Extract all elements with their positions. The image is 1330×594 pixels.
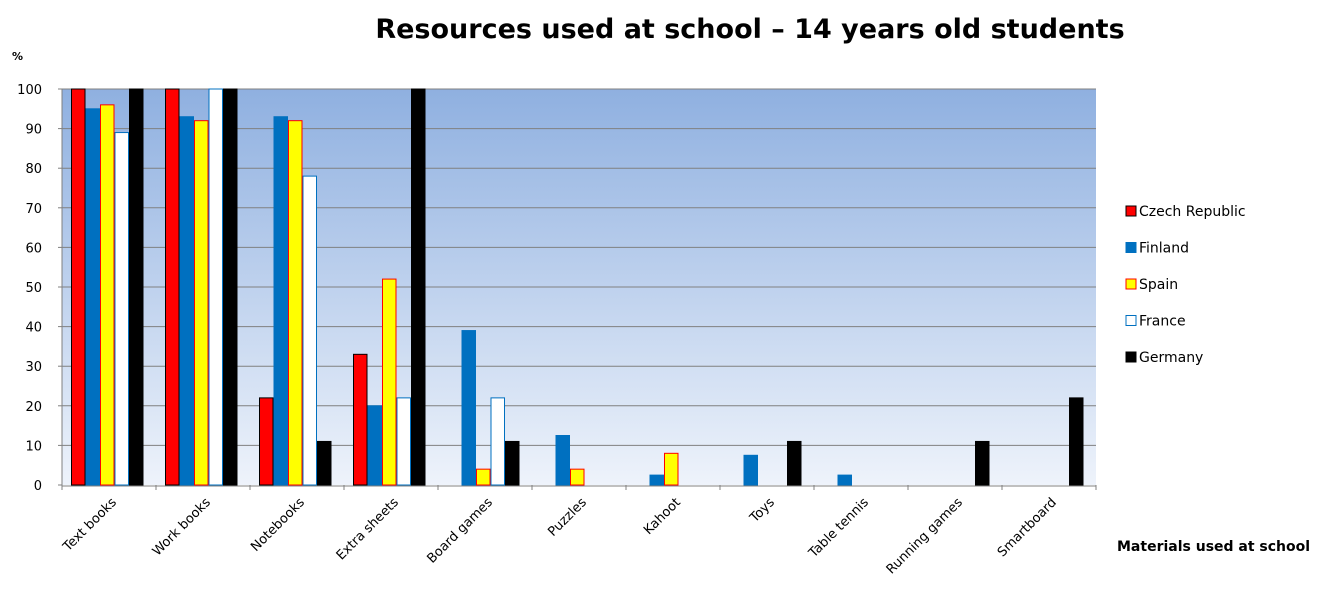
bar-finland-8 [837,474,852,486]
bars [71,88,1084,486]
y-tick-label: 40 [25,321,42,336]
bar-france-1 [208,88,223,486]
x-axis-label: Materials used at school [1117,539,1310,555]
bar-france-3 [396,397,411,486]
bar-germany-10 [1069,397,1084,486]
legend-label: Finland [1139,241,1189,257]
y-axis-label: % [12,50,23,63]
bar-spain-3 [382,278,397,486]
x-category-label: Toys [747,495,778,526]
bar-czech-republic-2 [259,397,274,486]
legend-label: Czech Republic [1139,204,1246,220]
chart-title: Resources used at school – 14 years old … [375,14,1124,45]
x-category-label: Notebooks [248,495,308,555]
legend-label: France [1139,314,1186,330]
y-tick-label: 70 [25,202,42,217]
bar-czech-republic-0 [71,88,86,486]
x-category-label: Running games [884,495,966,577]
x-category-label: Text books [60,495,120,555]
y-tick-label: 50 [25,281,42,296]
bar-spain-6 [664,452,679,486]
bar-spain-1 [194,120,209,486]
x-category-label: Table tennis [806,495,872,561]
bar-finland-2 [273,116,288,486]
bar-germany-3 [411,88,426,486]
legend-label: Spain [1139,277,1178,293]
bar-finland-7 [743,454,758,486]
legend-swatch [1125,351,1137,363]
legend-label: Germany [1139,350,1203,366]
bar-germany-9 [975,440,990,486]
x-category-label: Smartboard [995,495,1060,560]
y-tick-label: 10 [25,439,42,454]
bar-finland-6 [649,474,664,486]
bar-france-4 [490,397,505,486]
y-tick-label: 80 [25,162,42,177]
bar-czech-republic-3 [353,353,368,486]
bar-spain-5 [570,468,585,486]
bar-finland-3 [367,405,382,486]
legend: Czech Republic Finland Spain France Germany [1125,204,1246,366]
x-category-label: Work books [150,495,214,559]
bar-france-2 [302,175,317,486]
y-tick-label: 90 [25,123,42,138]
axes [61,89,1096,487]
legend-swatch [1125,205,1137,217]
bar-spain-2 [288,120,303,486]
bar-germany-1 [223,88,238,486]
y-tick-label: 20 [25,400,42,415]
bar-finland-5 [555,435,570,486]
legend-swatch [1125,278,1137,290]
x-category-label: Kahoot [641,495,684,538]
bar-finland-4 [461,330,476,486]
x-category-label: Board games [424,495,496,567]
bar-germany-2 [317,440,332,486]
y-tick-label: 100 [17,83,42,98]
bar-finland-0 [85,108,100,486]
x-category-labels: Text books Work books Notebooks Extra sheet… [60,495,1060,577]
bar-spain-0 [100,104,115,486]
bar-france-0 [114,132,129,486]
y-tick-label: 30 [25,360,42,375]
y-tick-label: 60 [25,241,42,256]
legend-swatch [1125,315,1137,326]
bar-finland-1 [179,116,194,486]
bar-czech-republic-1 [165,88,180,486]
bar-germany-0 [129,88,144,486]
legend-swatch [1125,242,1137,253]
y-tick-labels: 0 10 20 30 40 50 60 70 80 90 100 [17,83,42,494]
bar-germany-4 [505,440,520,486]
x-category-label: Extra sheets [334,495,402,563]
x-category-label: Puzzles [545,495,590,540]
bar-spain-4 [476,468,491,486]
y-tick-label: 0 [34,479,42,494]
bar-germany-7 [787,440,802,486]
